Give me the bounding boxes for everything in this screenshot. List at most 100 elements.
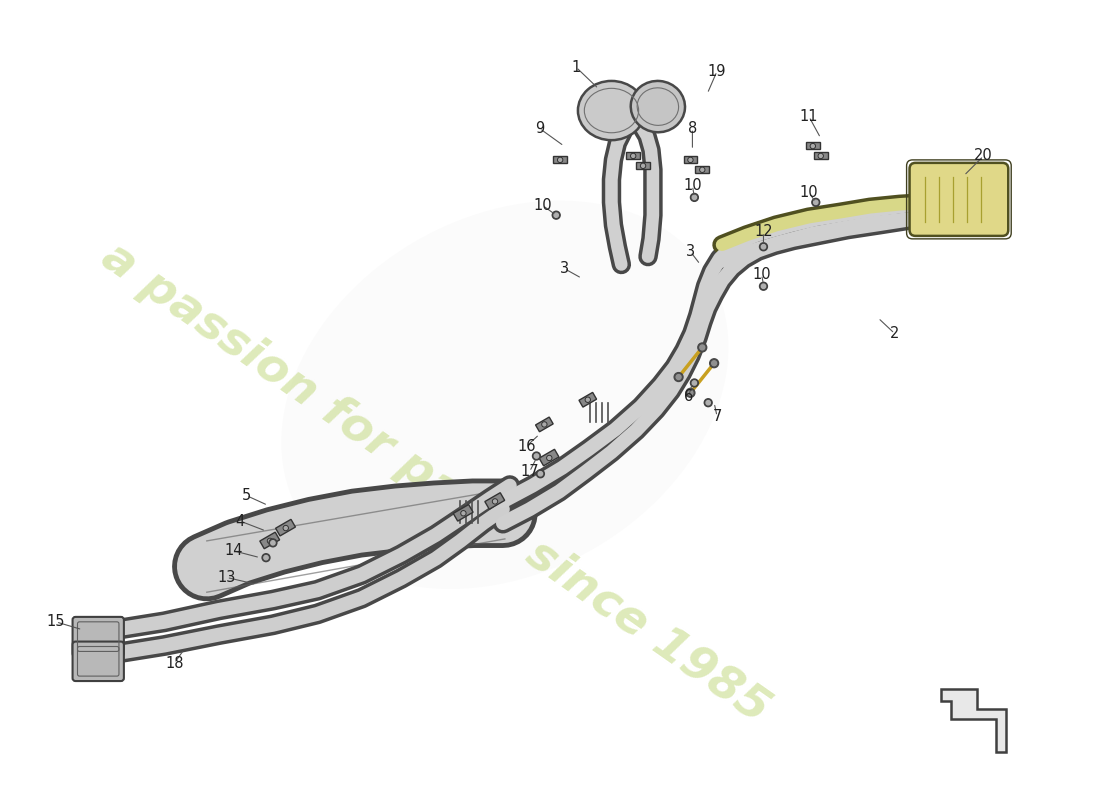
Circle shape [811,144,815,149]
Circle shape [640,163,646,168]
Circle shape [532,452,540,460]
Circle shape [552,211,560,219]
Text: 17: 17 [520,464,539,479]
Circle shape [641,164,645,167]
FancyBboxPatch shape [73,617,124,656]
Polygon shape [695,166,710,173]
Polygon shape [814,152,827,159]
Circle shape [761,284,766,289]
Polygon shape [942,689,1007,752]
Circle shape [692,381,696,385]
Circle shape [697,343,706,352]
Circle shape [538,472,542,476]
Circle shape [284,526,288,530]
Text: 6: 6 [684,390,693,404]
Circle shape [543,423,546,426]
Circle shape [559,158,562,162]
Polygon shape [453,505,473,521]
Polygon shape [553,156,568,163]
Text: 14: 14 [224,543,243,558]
Text: 20: 20 [975,149,993,163]
Circle shape [271,541,275,545]
Polygon shape [260,532,279,549]
Circle shape [686,388,695,398]
Circle shape [493,499,497,504]
Circle shape [537,470,544,478]
Ellipse shape [630,81,685,132]
Circle shape [267,538,273,543]
Text: 19: 19 [707,63,726,78]
Circle shape [270,539,277,547]
Circle shape [547,455,552,461]
Polygon shape [683,156,697,163]
Circle shape [818,154,823,158]
Text: a passion for parts since 1985: a passion for parts since 1985 [94,234,778,733]
Text: 1: 1 [571,60,581,74]
Circle shape [674,373,683,382]
Circle shape [548,457,551,459]
Circle shape [558,158,562,162]
Circle shape [701,168,704,171]
Text: 11: 11 [800,109,818,124]
Circle shape [688,158,693,162]
Circle shape [688,390,693,395]
Circle shape [461,510,466,516]
Polygon shape [636,162,650,169]
Circle shape [676,374,681,379]
Circle shape [759,282,768,290]
Text: 10: 10 [534,198,552,213]
Polygon shape [539,450,559,466]
Circle shape [586,398,590,402]
Circle shape [689,158,692,162]
Polygon shape [626,152,640,159]
Text: 10: 10 [683,178,702,193]
Circle shape [710,358,718,368]
Circle shape [691,194,698,202]
Text: 7: 7 [713,409,722,424]
Circle shape [692,195,696,199]
Text: 18: 18 [165,656,184,670]
Circle shape [542,422,547,427]
Circle shape [712,361,716,366]
Circle shape [268,539,272,542]
Text: 4: 4 [235,514,245,529]
Circle shape [262,554,270,562]
Circle shape [462,512,465,514]
Text: 13: 13 [218,570,235,585]
Text: 10: 10 [800,185,818,200]
Circle shape [700,167,705,172]
Circle shape [704,398,712,406]
Polygon shape [806,142,820,149]
Circle shape [535,454,539,458]
Circle shape [585,398,591,402]
Text: 3: 3 [686,244,695,259]
Circle shape [631,154,635,158]
Circle shape [814,200,818,205]
Text: 16: 16 [517,438,536,454]
Circle shape [706,401,711,405]
Circle shape [284,526,287,530]
Circle shape [820,154,822,158]
Text: 8: 8 [688,121,697,136]
Ellipse shape [282,201,728,589]
Circle shape [761,245,766,249]
Circle shape [630,154,636,158]
Circle shape [812,145,814,147]
FancyBboxPatch shape [73,642,124,681]
Polygon shape [579,392,596,407]
Circle shape [554,213,559,218]
Polygon shape [536,417,553,432]
Text: 15: 15 [46,614,65,630]
Ellipse shape [578,81,645,140]
FancyBboxPatch shape [910,163,1009,236]
Text: 12: 12 [755,225,773,239]
Circle shape [812,198,820,206]
Text: 3: 3 [560,261,569,276]
Text: 10: 10 [752,267,771,282]
Text: 2: 2 [890,326,900,341]
Circle shape [691,379,698,387]
Text: 5: 5 [242,488,251,503]
Circle shape [700,345,705,350]
Text: 9: 9 [535,121,544,136]
Polygon shape [485,493,505,510]
